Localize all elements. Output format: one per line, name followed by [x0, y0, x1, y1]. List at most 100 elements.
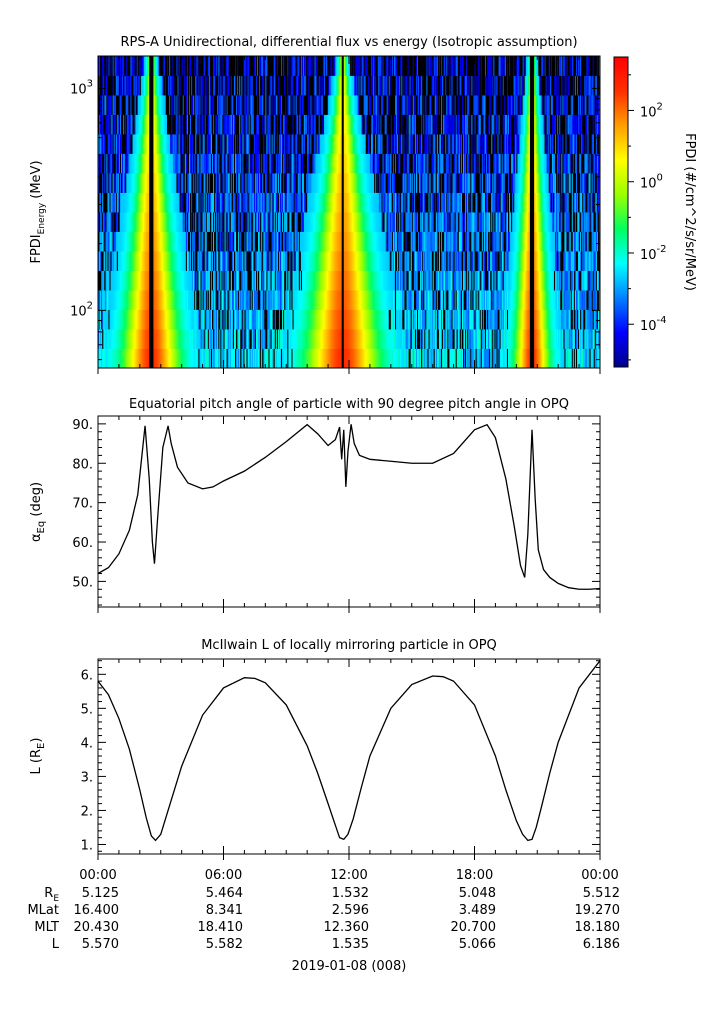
- heatmap-cell: [398, 309, 400, 330]
- heatmap-cell: [532, 251, 534, 271]
- heatmap-cell: [278, 173, 281, 193]
- heatmap-cell: [200, 212, 202, 232]
- heatmap-cell: [127, 348, 129, 368]
- heatmap-cell: [167, 231, 169, 252]
- heatmap-cell: [471, 231, 473, 252]
- heatmap-cell: [164, 212, 167, 232]
- heatmap-cell: [157, 192, 160, 213]
- heatmap-cell: [271, 153, 274, 174]
- heatmap-cell: [231, 231, 234, 252]
- heatmap-cell: [305, 329, 307, 349]
- heatmap-cell: [274, 153, 277, 174]
- heatmap-cell: [206, 231, 209, 252]
- heatmap-cell: [225, 290, 228, 310]
- heatmap-cell: [152, 290, 154, 310]
- heatmap-cell: [448, 173, 450, 193]
- heatmap-cell: [262, 153, 264, 174]
- heatmap-cell: [487, 329, 489, 349]
- heatmap-cell: [352, 192, 354, 213]
- heatmap-cell: [356, 192, 358, 213]
- heatmap-cell: [483, 192, 486, 213]
- heatmap-cell: [233, 329, 236, 349]
- heatmap-cell: [500, 192, 503, 213]
- heatmap-cell: [156, 270, 159, 291]
- heatmap-cell: [579, 309, 581, 330]
- heatmap-cell: [232, 329, 235, 349]
- heatmap-cell: [196, 192, 198, 213]
- heatmap-cell: [145, 153, 147, 174]
- heatmap-cell: [419, 348, 421, 368]
- heatmap-cell: [190, 231, 192, 252]
- heatmap-cell: [425, 231, 427, 252]
- heatmap-cell: [497, 290, 499, 310]
- heatmap-cell: [384, 212, 387, 232]
- heatmap-cell: [315, 290, 317, 310]
- heatmap-cell: [203, 212, 206, 232]
- heatmap-cell: [561, 329, 563, 349]
- heatmap-cell: [404, 270, 406, 291]
- heatmap-cell: [220, 173, 222, 193]
- heatmap-cell: [191, 251, 193, 271]
- heatmap-cell: [496, 251, 498, 271]
- heatmap-cell: [244, 290, 246, 310]
- heatmap-cell: [170, 192, 172, 213]
- heatmap-cell: [432, 251, 435, 271]
- heatmap-cell: [149, 329, 151, 349]
- heatmap-cell: [304, 270, 306, 291]
- heatmap-cell: [578, 309, 580, 330]
- heatmap-cell: [137, 329, 140, 349]
- heatmap-cell: [108, 192, 110, 213]
- heatmap-cell: [277, 270, 280, 291]
- heatmap-cell: [542, 290, 544, 310]
- heatmap-cell: [152, 309, 154, 330]
- heatmap-cell: [373, 173, 375, 193]
- heatmap-cell: [455, 290, 458, 310]
- heatmap-cell: [290, 309, 292, 330]
- heatmap-cell: [245, 290, 247, 310]
- heatmap-cell: [307, 329, 309, 349]
- heatmap-cell: [415, 309, 418, 330]
- heatmap-cell: [353, 173, 355, 193]
- heatmap-cell: [262, 251, 264, 271]
- heatmap-cell: [255, 270, 258, 291]
- heatmap-cell: [245, 231, 247, 252]
- heatmap-cell: [453, 309, 456, 330]
- heatmap-cell: [316, 329, 319, 349]
- heatmap-cell: [573, 329, 576, 349]
- heatmap-cell: [347, 290, 350, 310]
- heatmap-cell: [490, 290, 492, 310]
- heatmap-cell: [252, 231, 255, 252]
- heatmap-cell: [157, 329, 160, 349]
- heatmap-cell: [209, 153, 212, 174]
- heatmap-cell: [263, 329, 265, 349]
- heatmap-cell: [246, 309, 248, 330]
- heatmap-cell: [448, 290, 450, 310]
- heatmap-cell: [517, 173, 519, 193]
- heatmap-cell: [320, 231, 323, 252]
- heatmap-cell: [356, 270, 358, 291]
- heatmap-cell: [384, 329, 387, 349]
- heatmap-cell: [171, 251, 173, 271]
- heatmap-cell: [230, 192, 233, 213]
- heatmap-cell: [282, 192, 284, 213]
- heatmap-cell: [497, 231, 499, 252]
- heatmap-cell: [153, 173, 155, 193]
- heatmap-cell: [129, 231, 131, 252]
- heatmap-cell: [203, 251, 206, 271]
- heatmap-cell: [215, 192, 217, 213]
- heatmap-cell: [404, 212, 406, 232]
- heatmap-cell: [528, 270, 531, 291]
- heatmap-cell: [516, 192, 518, 213]
- heatmap-cell: [566, 173, 568, 193]
- heatmap-cell: [325, 231, 328, 252]
- heatmap-cell: [254, 212, 257, 232]
- heatmap-cell: [311, 192, 313, 213]
- heatmap-cell: [515, 290, 517, 310]
- heatmap-cell: [256, 212, 259, 232]
- heatmap-cell: [453, 270, 456, 291]
- heatmap-cell: [170, 348, 172, 368]
- heatmap-cell: [229, 231, 232, 252]
- heatmap-cell: [386, 309, 389, 330]
- heatmap-cell: [486, 192, 488, 213]
- heatmap-cell: [507, 173, 510, 193]
